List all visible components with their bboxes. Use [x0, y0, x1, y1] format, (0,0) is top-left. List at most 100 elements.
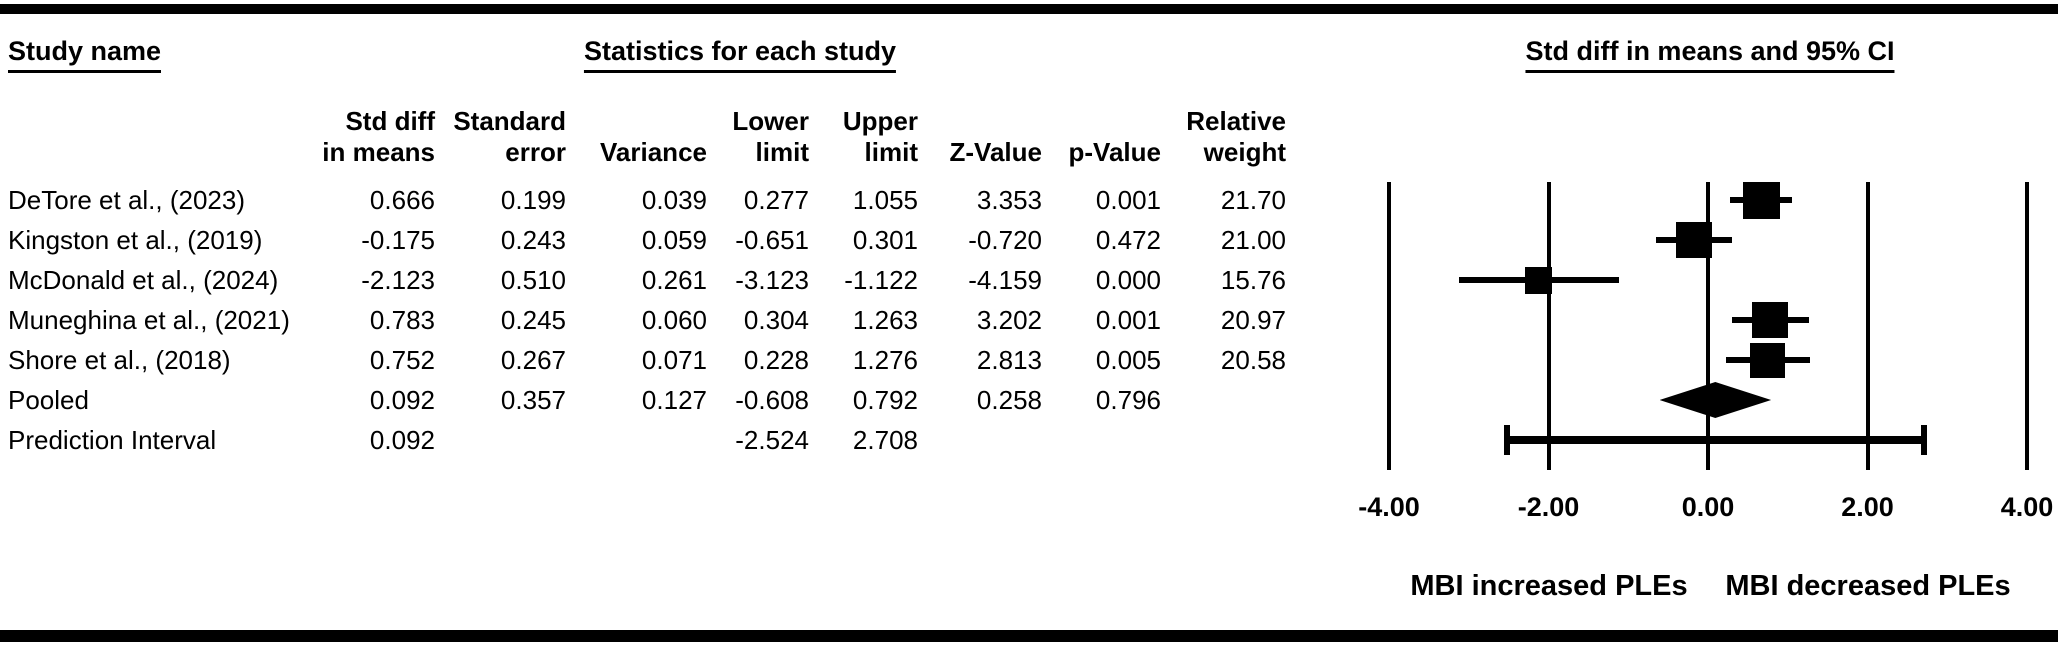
- lower-cell: -3.123: [735, 265, 809, 295]
- upper-cell: 1.263: [852, 305, 918, 335]
- column-header-line2: in means: [322, 137, 435, 167]
- std_err-cell: 0.357: [500, 385, 566, 415]
- table-header-row: Std diff in means Standard error Variance Low…: [8, 86, 1286, 180]
- lower-cell: -0.608: [735, 385, 809, 415]
- axis-annotation-right: MBI decreased PLEs: [1725, 570, 2011, 602]
- weight-cell: 20.58: [1220, 345, 1286, 375]
- variance-cell: 0.060: [641, 305, 707, 335]
- std_err-cell: 0.199: [500, 185, 566, 215]
- column-header-weight: Relative weight: [1161, 86, 1286, 180]
- study-name-cell: Kingston et al., (2019): [8, 225, 263, 255]
- upper-cell: 0.792: [852, 385, 918, 415]
- column-header-line1: Relative: [1186, 106, 1286, 136]
- study-name-cell: Muneghina et al., (2021): [8, 305, 290, 335]
- column-header-line1: Upper: [842, 106, 918, 136]
- lower-cell: 0.277: [743, 185, 809, 215]
- gridline--4.00: [1387, 182, 1391, 470]
- column-header-lower: Lower limit: [707, 86, 809, 180]
- study-name-cell: McDonald et al., (2024): [8, 265, 279, 295]
- column-header-variance: Variance: [566, 86, 707, 180]
- axis-annotation-left: MBI increased PLEs: [1410, 570, 1688, 602]
- variance-cell: 0.127: [641, 385, 707, 415]
- top-border-rule: [0, 4, 2058, 14]
- column-header-z: Z-Value: [918, 86, 1042, 180]
- upper-cell: 1.276: [852, 345, 918, 375]
- p-cell: 0.001: [1095, 185, 1161, 215]
- study-name-column-title: Study name: [8, 36, 162, 73]
- column-header-line1: Lower: [732, 106, 809, 136]
- study-point-marker: [1742, 181, 1780, 219]
- statistics-section-title: Statistics for each study: [583, 36, 897, 73]
- upper-cell: 0.301: [852, 225, 918, 255]
- study-name-cell: DeTore et al., (2023): [8, 185, 246, 215]
- pooled-diamond: [1659, 382, 1772, 418]
- gridline-0.00: [1706, 182, 1710, 470]
- table-row: Shore et al., (2018) 0.752 0.267 0.071 0.228…: [8, 340, 1286, 380]
- table-row: DeTore et al., (2023) 0.666 0.199 0.039 0.27…: [8, 180, 1286, 220]
- x-tick-label: 4.00: [2000, 492, 2054, 522]
- weight-cell: 21.00: [1220, 225, 1286, 255]
- bottom-border-rule: [0, 630, 2058, 642]
- std_diff-cell: -0.175: [361, 225, 435, 255]
- column-header-line2: weight: [1203, 137, 1286, 167]
- variance-cell: 0.059: [641, 225, 707, 255]
- variance-cell: 0.261: [641, 265, 707, 295]
- upper-cell: -1.122: [844, 265, 918, 295]
- upper-cell: 2.708: [852, 425, 918, 455]
- std_err-cell: 0.243: [500, 225, 566, 255]
- statistics-table-header: Std diff in means Standard error Variance Low…: [8, 86, 1286, 180]
- p-cell: 0.796: [1095, 385, 1161, 415]
- std_err-cell: 0.510: [500, 265, 566, 295]
- z-cell: -0.720: [968, 225, 1042, 255]
- prediction-interval-cap: [1503, 425, 1510, 455]
- weight-cell: 15.76: [1220, 265, 1286, 295]
- table-row: McDonald et al., (2024) -2.123 0.510 0.261-…: [8, 260, 1286, 300]
- column-header-line2: limit: [755, 137, 809, 167]
- p-cell: 0.005: [1095, 345, 1161, 375]
- table-row: Prediction Interval 0.092 -2.524 2.708: [8, 420, 1286, 460]
- upper-cell: 1.055: [852, 185, 918, 215]
- table-row: Muneghina et al., (2021) 0.783 0.245 0.060 0…: [8, 300, 1286, 340]
- std_diff-cell: 0.752: [369, 345, 435, 375]
- std_diff-cell: 0.092: [369, 425, 435, 455]
- column-header-line2: p-Value: [1068, 137, 1161, 167]
- lower-cell: 0.228: [743, 345, 809, 375]
- plot-section-title-text: Std diff in means and 95% CI: [1525, 36, 1895, 73]
- column-header-line2: Variance: [600, 137, 707, 167]
- table-row: Kingston et al., (2019) -0.175 0.243 0.059-…: [8, 220, 1286, 260]
- column-header-line2: limit: [864, 137, 918, 167]
- column-header-p: p-Value: [1042, 86, 1161, 180]
- z-cell: 3.202: [976, 305, 1042, 335]
- statistics-section-title-text: Statistics for each study: [583, 36, 897, 73]
- statistics-table-body: DeTore et al., (2023) 0.666 0.199 0.039 0.27…: [8, 180, 1286, 460]
- gridline-2.00: [1865, 182, 1870, 470]
- gridline--2.00: [1546, 182, 1551, 470]
- z-cell: -4.159: [968, 265, 1042, 295]
- study-point-marker: [1676, 222, 1713, 258]
- p-cell: 0.000: [1095, 265, 1161, 295]
- std_err-cell: 0.245: [500, 305, 566, 335]
- column-header-line1: Std diff: [345, 106, 435, 136]
- x-tick-label: -2.00: [1517, 492, 1580, 522]
- std_err-cell: 0.267: [500, 345, 566, 375]
- variance-cell: 0.039: [641, 185, 707, 215]
- std_diff-cell: 0.092: [369, 385, 435, 415]
- p-cell: 0.472: [1095, 225, 1161, 255]
- z-cell: 2.813: [976, 345, 1042, 375]
- z-cell: 0.258: [976, 385, 1042, 415]
- study-point-marker: [1525, 266, 1553, 294]
- prediction-interval-cap: [1920, 425, 1927, 455]
- std_diff-cell: 0.783: [369, 305, 435, 335]
- study-point-marker: [1750, 342, 1786, 378]
- plot-section-title: Std diff in means and 95% CI: [1525, 36, 1895, 73]
- lower-cell: -2.524: [735, 425, 809, 455]
- z-cell: 3.353: [976, 185, 1042, 215]
- column-header-std_diff: Std diff in means: [300, 86, 435, 180]
- column-header-upper: Upper limit: [809, 86, 918, 180]
- gridline-4.00: [2025, 182, 2029, 470]
- lower-cell: 0.304: [743, 305, 809, 335]
- lower-cell: -0.651: [735, 225, 809, 255]
- x-tick-label: 0.00: [1681, 492, 1735, 522]
